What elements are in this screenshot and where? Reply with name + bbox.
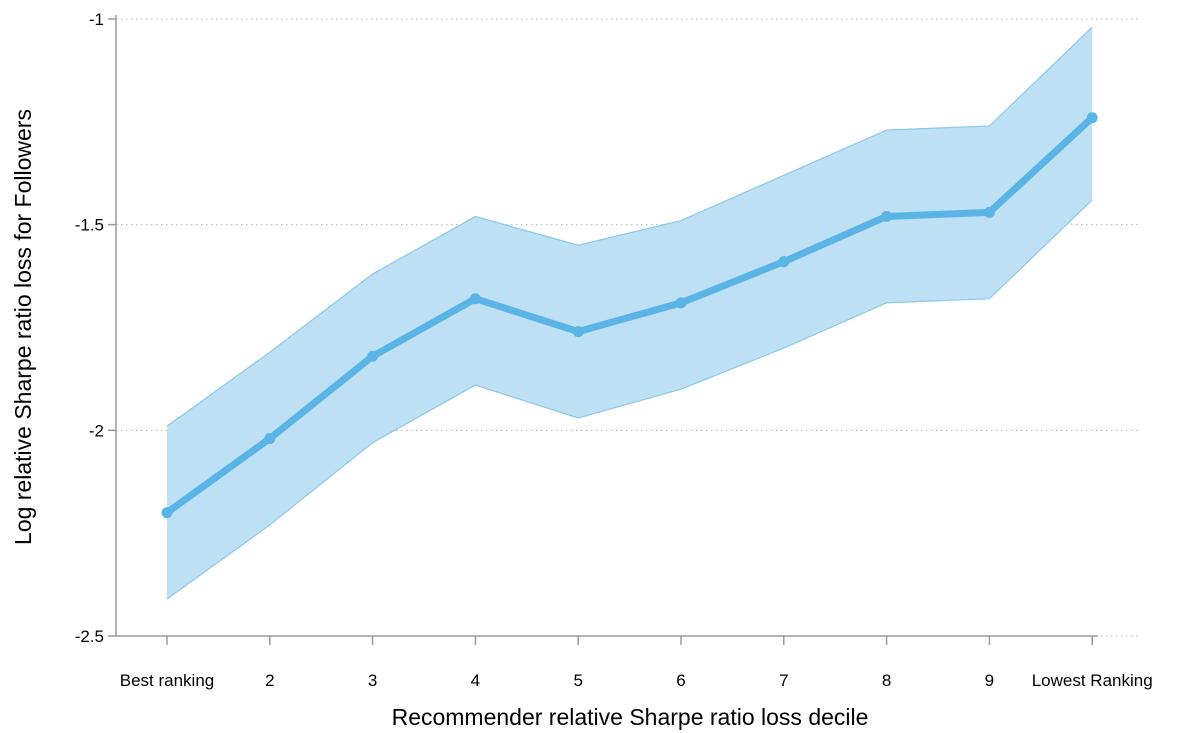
x-tick-label: 7 [779, 671, 788, 690]
x-tick-label: 9 [985, 671, 994, 690]
y-tick-label: -1.5 [75, 216, 104, 235]
data-point [264, 433, 276, 445]
x-tick-label: 4 [471, 671, 480, 690]
x-tick-label: Lowest Ranking [1032, 671, 1153, 690]
data-point [469, 293, 481, 305]
axes [108, 15, 1099, 645]
series [161, 112, 1098, 519]
data-point [367, 350, 379, 362]
y-tick-label: -2 [89, 421, 104, 440]
data-point [675, 297, 687, 309]
data-point [983, 206, 995, 218]
x-tick-label: 5 [573, 671, 582, 690]
data-point [572, 326, 584, 338]
y-tick-label: -2.5 [75, 627, 104, 646]
x-tick-label: 3 [368, 671, 377, 690]
y-tick-label: -1 [89, 10, 104, 29]
ci-lower-line [166, 199, 1093, 600]
x-tick-label: Best ranking [120, 671, 215, 690]
confidence-band [166, 26, 1093, 600]
confidence-band-area [167, 27, 1093, 599]
x-tick-label: 2 [265, 671, 274, 690]
x-tick-label: 6 [676, 671, 685, 690]
data-point [881, 210, 893, 222]
data-point [778, 256, 790, 268]
tick-labels: -1 -1.5 -2 -2.5 Best ranking 2 3 4 5 6 7 8 9 Lowest R… [75, 10, 1153, 690]
data-point [1086, 112, 1098, 124]
x-axis-title: Recommender relative Sharpe ratio loss d… [392, 704, 869, 730]
data-point [161, 507, 173, 519]
series-line [163, 114, 1096, 517]
y-axis-title: Log relative Sharpe ratio loss for Follo… [10, 109, 36, 545]
ci-upper-line [166, 26, 1093, 427]
x-tick-label: 8 [882, 671, 891, 690]
